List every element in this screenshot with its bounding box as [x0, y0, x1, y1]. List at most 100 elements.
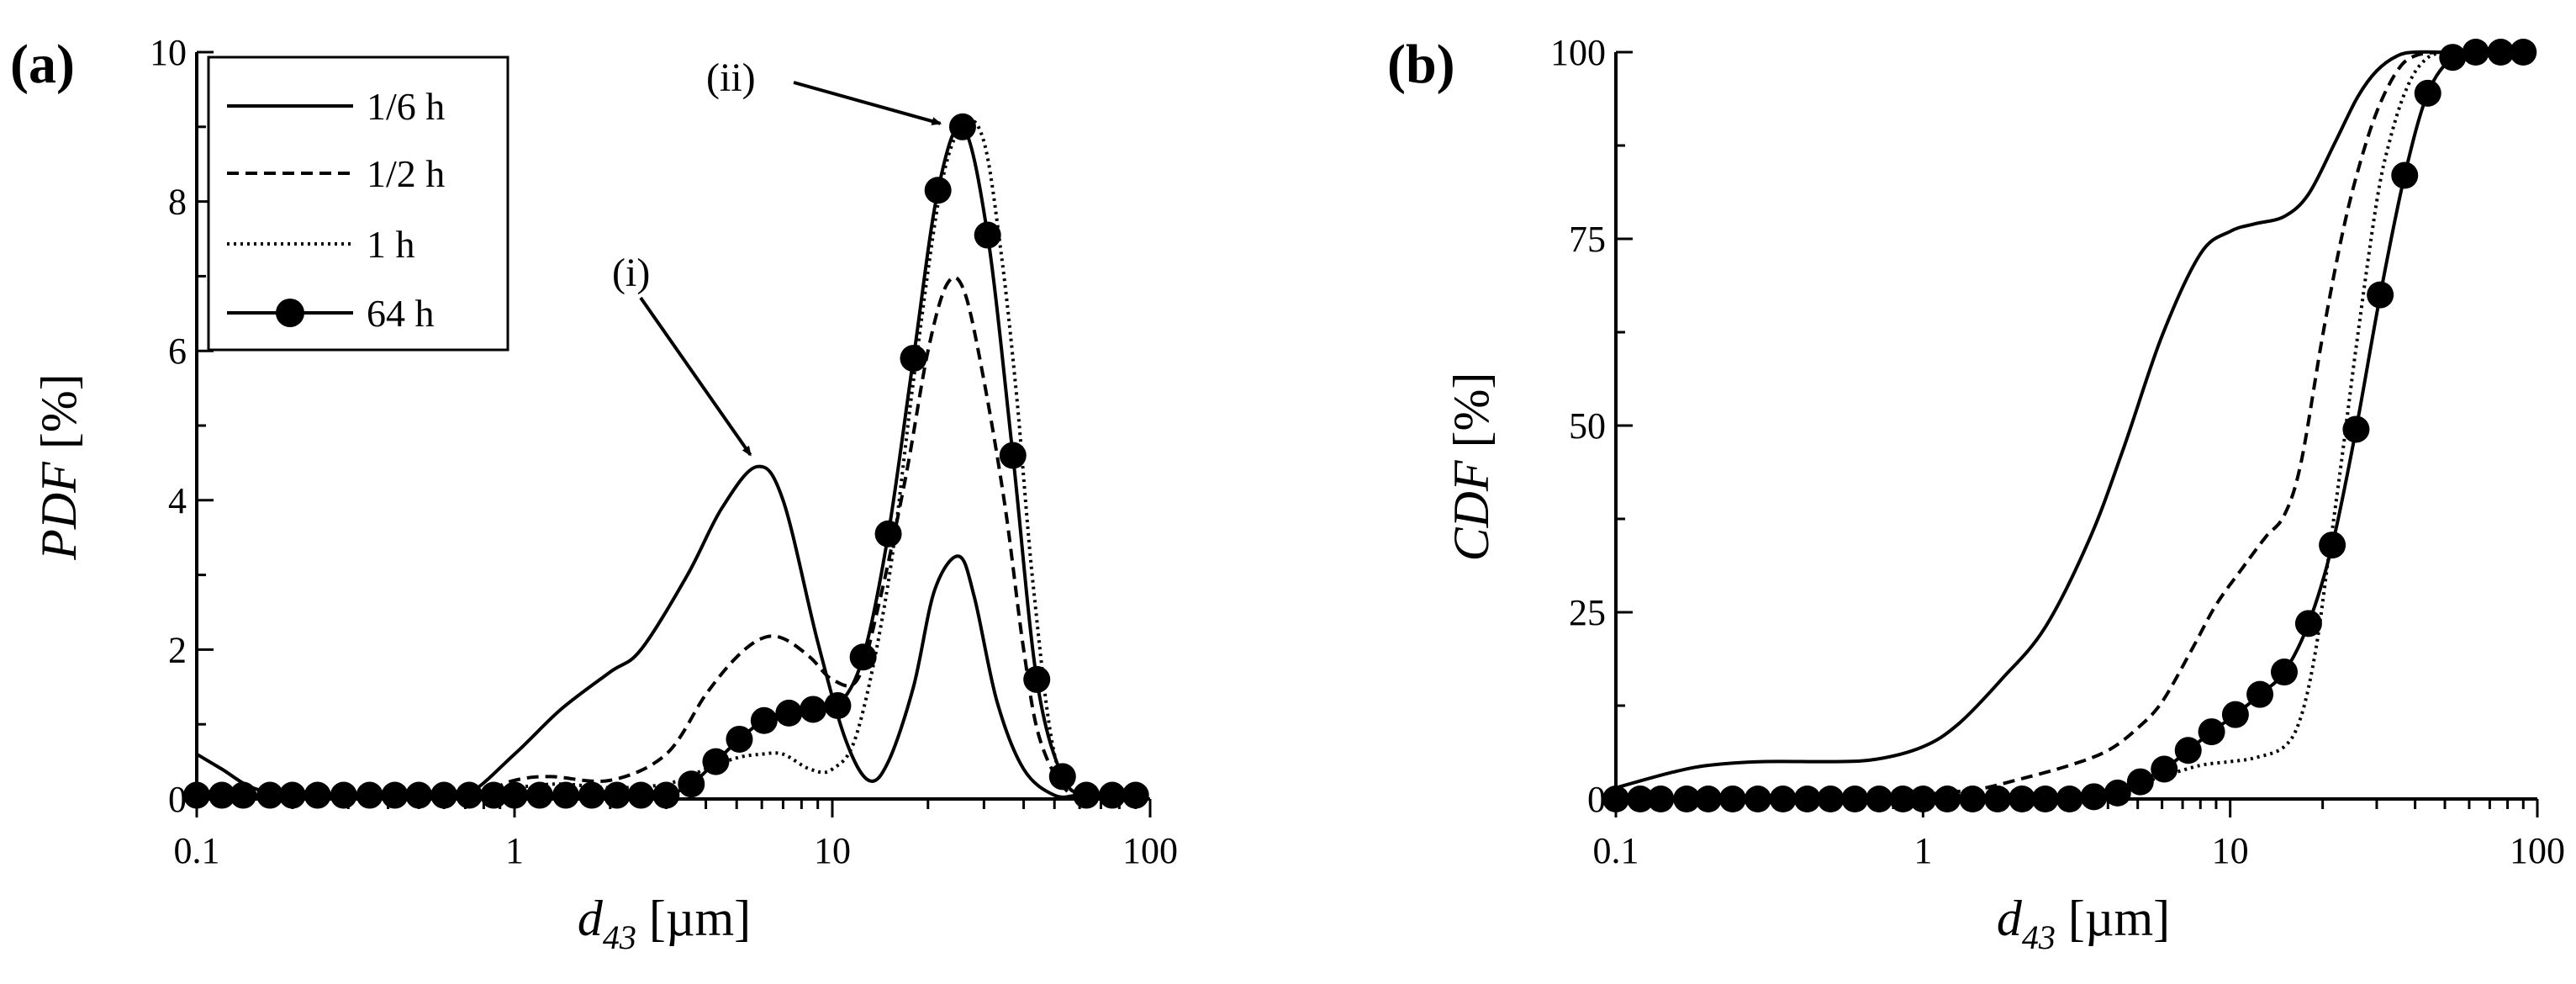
series-64h-marker — [2462, 39, 2489, 66]
series-64h-marker — [256, 781, 284, 809]
y-tick-label: 50 — [1569, 405, 1606, 447]
series-64h-marker — [1793, 786, 1821, 812]
series-64h-marker — [2031, 786, 2059, 812]
series-64h-marker — [824, 692, 852, 719]
panel-b-axes: 0.1 1 10 100 0 25 50 75 100 — [1550, 32, 2565, 871]
series-64h-marker — [381, 781, 409, 809]
series-64h-marker — [2439, 44, 2467, 71]
x-tick-label: 10 — [814, 830, 851, 871]
series-64h-marker — [800, 696, 827, 723]
series-64h-marker — [501, 781, 528, 809]
series-64h-marker — [1122, 781, 1149, 809]
series-1-2-h-line — [1615, 50, 2508, 801]
series-1-2-h-line — [196, 275, 1128, 799]
series-64h-marker — [2391, 161, 2419, 189]
series-64h-marker — [578, 781, 605, 809]
series-64h-marker — [1694, 786, 1722, 812]
series-64-h-line — [1615, 50, 2524, 801]
series-64h-marker — [948, 113, 976, 140]
legend-marker-64h — [276, 299, 304, 327]
legend-box — [207, 56, 509, 352]
series-64h-marker — [874, 520, 902, 548]
y-tick-label: 10 — [150, 32, 187, 73]
series-64h-marker — [230, 781, 257, 809]
series-64h-marker — [2221, 701, 2249, 728]
series-64h-marker — [1647, 786, 1675, 812]
panel-a-y-axis-title: PDF [%] — [31, 373, 87, 561]
y-tick-label: 4 — [168, 480, 187, 521]
series-64h-marker — [1673, 786, 1701, 812]
series-64h-marker — [726, 725, 753, 753]
panel-b-label: (b) — [1387, 34, 1455, 95]
series-64h-marker — [2056, 786, 2083, 812]
series-64h-marker — [1073, 781, 1101, 809]
series-64h-marker — [1718, 786, 1746, 812]
series-64h-marker — [1909, 786, 1937, 812]
panel-a-annotations: (i) (ii) — [612, 56, 942, 457]
series-64h-marker — [456, 781, 483, 809]
annotation-i-label: (i) — [612, 251, 650, 295]
series-64h-marker — [208, 781, 235, 809]
series-64h-marker — [1984, 786, 2012, 812]
series-64h-marker — [974, 221, 1001, 249]
series-64h-marker — [1098, 781, 1126, 809]
series-64h-marker — [702, 748, 730, 775]
panel-b-x-axis-title: d43 [µm] — [1997, 891, 2170, 956]
series-64h-marker — [2246, 680, 2274, 708]
series-64h-marker — [775, 699, 803, 727]
x-tick-label: 100 — [2510, 830, 2565, 871]
panel-b-y-axis-title: CDF [%] — [1444, 373, 1499, 562]
y-tick-label: 25 — [1569, 592, 1606, 633]
legend-label-1-2h: 1/2 h — [367, 152, 445, 195]
series-64h-marker — [603, 781, 631, 809]
y-tick-label: 6 — [168, 331, 187, 372]
series-64h-marker — [183, 781, 210, 809]
series-64h-marker — [2510, 39, 2537, 66]
series-1-6-h-line — [195, 464, 1120, 801]
series-64h-marker — [849, 643, 877, 671]
series-64h-marker — [1626, 786, 1654, 812]
panel-a-x-axis-title: d43 [µm] — [578, 891, 751, 956]
series-64h-marker — [405, 781, 433, 809]
x-tick-label: 10 — [2212, 830, 2249, 871]
series-64h-marker — [1744, 786, 1771, 812]
x-tick-label: 1 — [505, 830, 524, 871]
series-64h-marker — [356, 781, 383, 809]
x-tick-label: 100 — [1122, 830, 1178, 871]
series-64h-marker — [1769, 786, 1797, 812]
series-64h-marker — [1817, 786, 1845, 812]
series-64h-marker — [2151, 755, 2178, 783]
annotation-ii-label: (ii) — [706, 56, 756, 100]
legend-label-64h: 64 h — [367, 292, 435, 335]
series-64h-marker — [1959, 786, 1987, 812]
annotation-i-arrow — [639, 296, 752, 457]
series-64h-marker — [278, 781, 306, 809]
series-64h-marker — [2319, 532, 2346, 559]
series-64h-marker — [1934, 786, 1961, 812]
x-tick-label: 0.1 — [174, 830, 220, 871]
series-64h-marker — [525, 781, 553, 809]
series-64h-marker — [2198, 718, 2225, 746]
x-tick-label: 1 — [1914, 830, 1932, 871]
series-1-h-line — [1615, 50, 2508, 801]
series-64h-marker — [2080, 783, 2108, 811]
panel-a-legend: 1/6 h 1/2 h 1 h 64 h — [207, 56, 509, 352]
series-64h-marker — [330, 781, 357, 809]
legend-label-1-6h: 1/6 h — [367, 85, 445, 128]
series-64h-marker — [924, 177, 952, 204]
series-64h-marker — [304, 781, 331, 809]
series-64h-marker — [2487, 39, 2515, 66]
panel-b-cdf-chart: (b) 0.1 1 10 100 0 25 50 75 100 CDF [%] d43 [µm] — [1387, 32, 2565, 956]
series-64h-marker — [750, 706, 778, 734]
series-64h-marker — [627, 781, 655, 809]
series-64h-marker — [430, 781, 458, 809]
series-64h-marker — [1048, 763, 1076, 791]
y-tick-label: 75 — [1569, 219, 1606, 260]
series-64h-marker — [2367, 281, 2394, 309]
series-64h-marker — [1889, 786, 1917, 812]
series-64h-marker — [2270, 659, 2298, 686]
annotation-ii-arrow — [793, 81, 942, 125]
panel-a-series — [183, 113, 1149, 809]
series-64h-marker — [2174, 737, 2202, 764]
